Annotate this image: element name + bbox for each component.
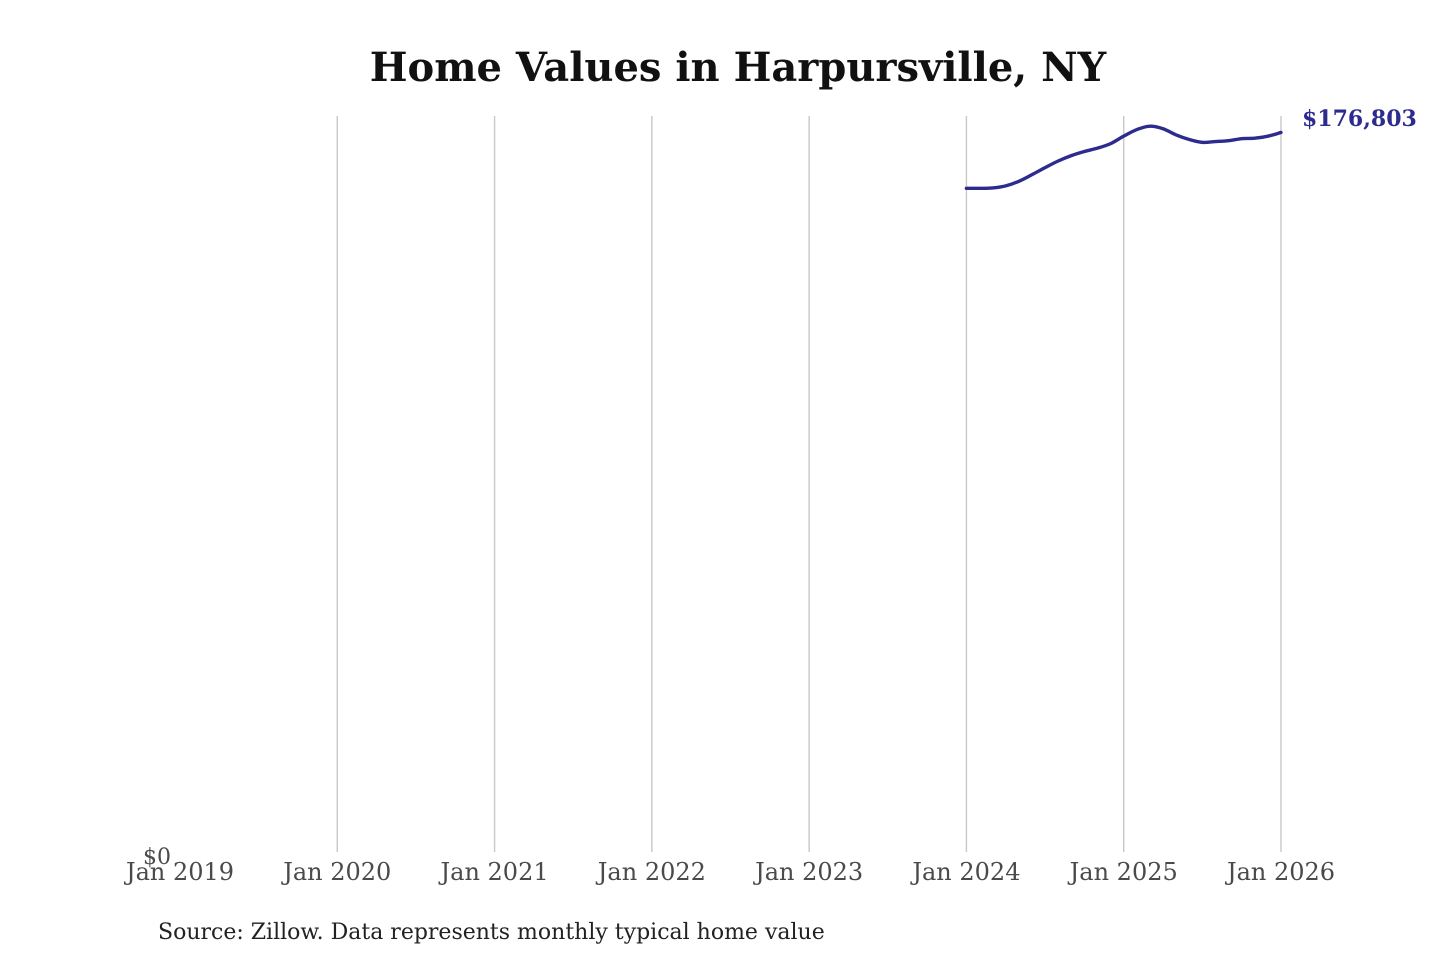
x-tick-label-2019: Jan 2019 xyxy=(123,858,234,886)
tick-labels: Jan 2019 Jan 2020 Jan 2021 Jan 2022 Jan 2023… xyxy=(123,845,1335,886)
chart-title: Home Values in Harpursville, NY xyxy=(370,44,1107,91)
x-tick-label-2020: Jan 2020 xyxy=(280,858,391,886)
x-tick-label-2026: Jan 2026 xyxy=(1224,858,1335,886)
x-tick-label-2025: Jan 2025 xyxy=(1067,858,1178,886)
source-note: Source: Zillow. Data represents monthly … xyxy=(158,920,825,945)
end-value-label: $176,803 xyxy=(1302,106,1417,132)
gridlines xyxy=(336,116,1282,852)
x-tick-label-2024: Jan 2024 xyxy=(909,858,1020,886)
y-tick-label: $0 xyxy=(143,845,171,870)
x-tick-label-2022: Jan 2022 xyxy=(595,858,706,886)
x-tick-label-2023: Jan 2023 xyxy=(752,858,863,886)
series-layer xyxy=(964,124,1283,191)
home-value-line xyxy=(964,124,1283,191)
x-tick-label-2021: Jan 2021 xyxy=(438,858,549,886)
